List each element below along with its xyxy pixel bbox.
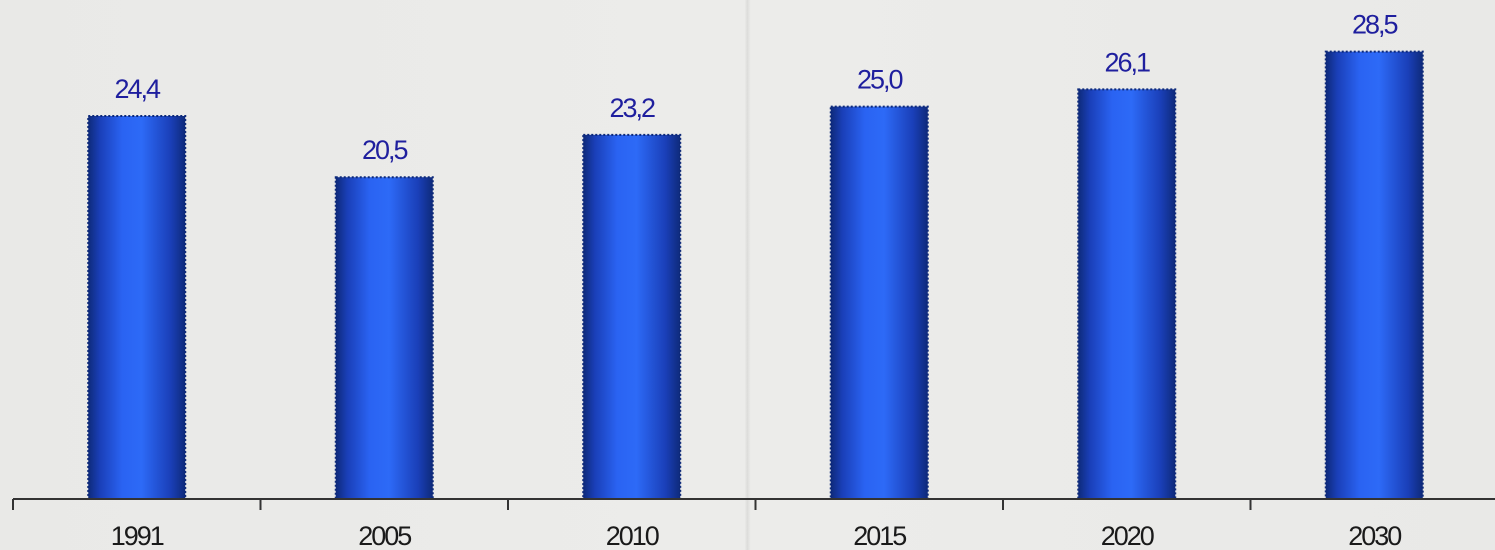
data-label-1991: 24,4 (114, 74, 161, 104)
data-label-2015: 25,0 (857, 65, 903, 95)
x-tick-label-2020: 2020 (1101, 521, 1154, 550)
x-tick-label-2010: 2010 (606, 521, 659, 550)
value-labels-group: 24,4 20,5 23,2 25,0 26,1 28,5 (114, 10, 1399, 166)
x-tick-label-1991: 1991 (111, 521, 164, 550)
x-tick-label-2005: 2005 (358, 521, 411, 550)
data-label-2010: 23,2 (609, 93, 655, 123)
x-tick-label-2030: 2030 (1348, 521, 1401, 550)
bar-1991 (87, 115, 187, 500)
data-label-2005: 20,5 (362, 135, 408, 165)
x-tick-labels-group: 1991 2005 2010 2015 2020 2030 (111, 521, 1404, 550)
data-label-2020: 26,1 (1104, 47, 1150, 77)
x-axis-ticks (12, 499, 1252, 510)
bar-2005 (334, 176, 434, 500)
bar-2030 (1324, 50, 1424, 501)
data-label-2030: 28,5 (1352, 10, 1398, 40)
bars-group (87, 50, 1424, 501)
bar-2015 (829, 105, 929, 500)
bar-2010 (582, 133, 682, 500)
bar-2020 (1077, 88, 1177, 500)
x-tick-label-2015: 2015 (853, 521, 906, 550)
